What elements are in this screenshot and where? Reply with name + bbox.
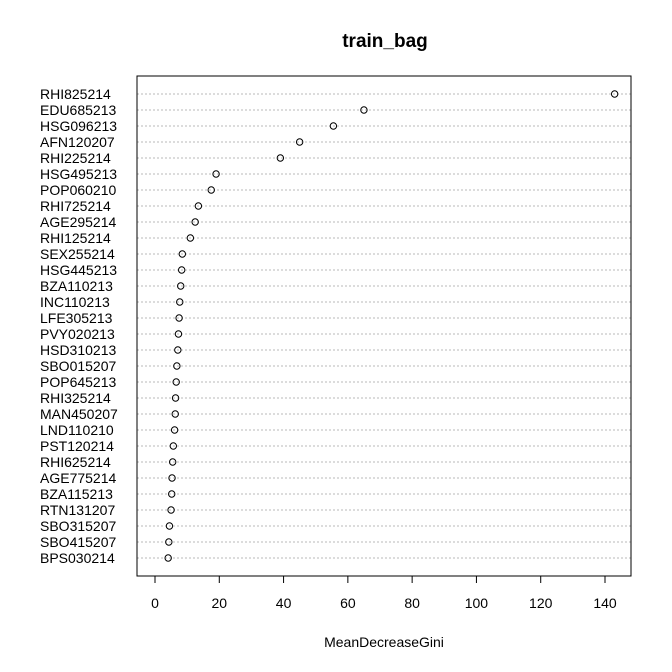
category-label: BZA115213 [40,486,113,502]
category-label: HSG495213 [40,166,117,182]
category-label: RHI825214 [40,86,111,102]
gridlines [137,93,631,559]
category-label: SBO315207 [40,518,116,534]
data-point [167,506,175,514]
data-point [175,314,183,322]
category-label: POP060210 [40,182,116,198]
x-tick-label: 80 [404,595,420,611]
data-point [172,378,180,386]
data-point [171,394,180,402]
category-label: SBO015207 [40,358,116,374]
category-label: LND110210 [40,422,114,438]
data-point [177,266,186,274]
data-point [165,538,173,546]
x-tick-label: 40 [276,595,292,611]
category-labels: RHI825214EDU685213HSG096213AFN120207RHI2… [40,86,118,566]
category-label: RHI225214 [40,150,111,166]
category-label: RHI625214 [40,454,111,470]
category-label: BZA110213 [40,278,113,294]
data-point [186,234,195,242]
category-label: HSD310213 [40,342,116,358]
category-label: PST120214 [40,438,114,454]
x-tick-label: 100 [465,595,489,611]
category-label: RTN131207 [40,502,115,518]
category-label: MAN450207 [40,406,118,422]
category-label: AGE775214 [40,470,116,486]
category-label: RHI125214 [40,230,111,246]
x-tick-label: 20 [211,595,227,611]
category-label: PVY020213 [40,326,115,342]
data-point [194,202,203,210]
data-point [360,106,368,114]
data-point [610,90,619,98]
data-point [174,346,182,354]
data-point [169,442,178,450]
data-points [164,90,619,562]
category-label: INC110213 [40,294,110,310]
x-axis-label: MeanDecreaseGini [324,634,444,650]
data-point [164,554,172,562]
x-tick-label: 60 [340,595,356,611]
x-tick-label: 120 [529,595,553,611]
x-axis: 0 20 40 60 80 100 120 140 [151,575,617,611]
data-point [176,298,184,306]
data-point [207,186,215,194]
category-label: SBO415207 [40,534,116,550]
data-point [212,170,220,178]
category-label: AFN120207 [40,134,115,150]
data-point [165,522,174,530]
data-point [174,330,183,338]
data-point [191,218,199,226]
data-point [168,474,176,482]
data-point [295,138,304,146]
chart-title: train_bag [342,31,428,52]
category-label: LFE305213 [40,310,113,326]
data-point [173,362,181,370]
data-point [171,410,179,418]
data-point [329,122,338,130]
category-label: HSG096213 [40,118,117,134]
data-point [177,282,185,290]
x-tick-label: 140 [593,595,617,611]
data-point [170,426,179,434]
data-point [276,154,285,162]
plot-frame [136,75,632,577]
category-label: POP645213 [40,374,116,390]
category-label: BPS030214 [40,550,115,566]
category-label: RHI725214 [40,198,111,214]
data-point [168,490,176,498]
data-point [178,250,187,258]
data-point [168,458,177,466]
category-label: RHI325214 [40,390,111,406]
x-tick-label: 0 [151,595,159,611]
category-label: HSG445213 [40,262,117,278]
category-label: AGE295214 [40,214,116,230]
category-label: EDU685213 [40,102,116,118]
category-label: SEX255214 [40,246,115,262]
